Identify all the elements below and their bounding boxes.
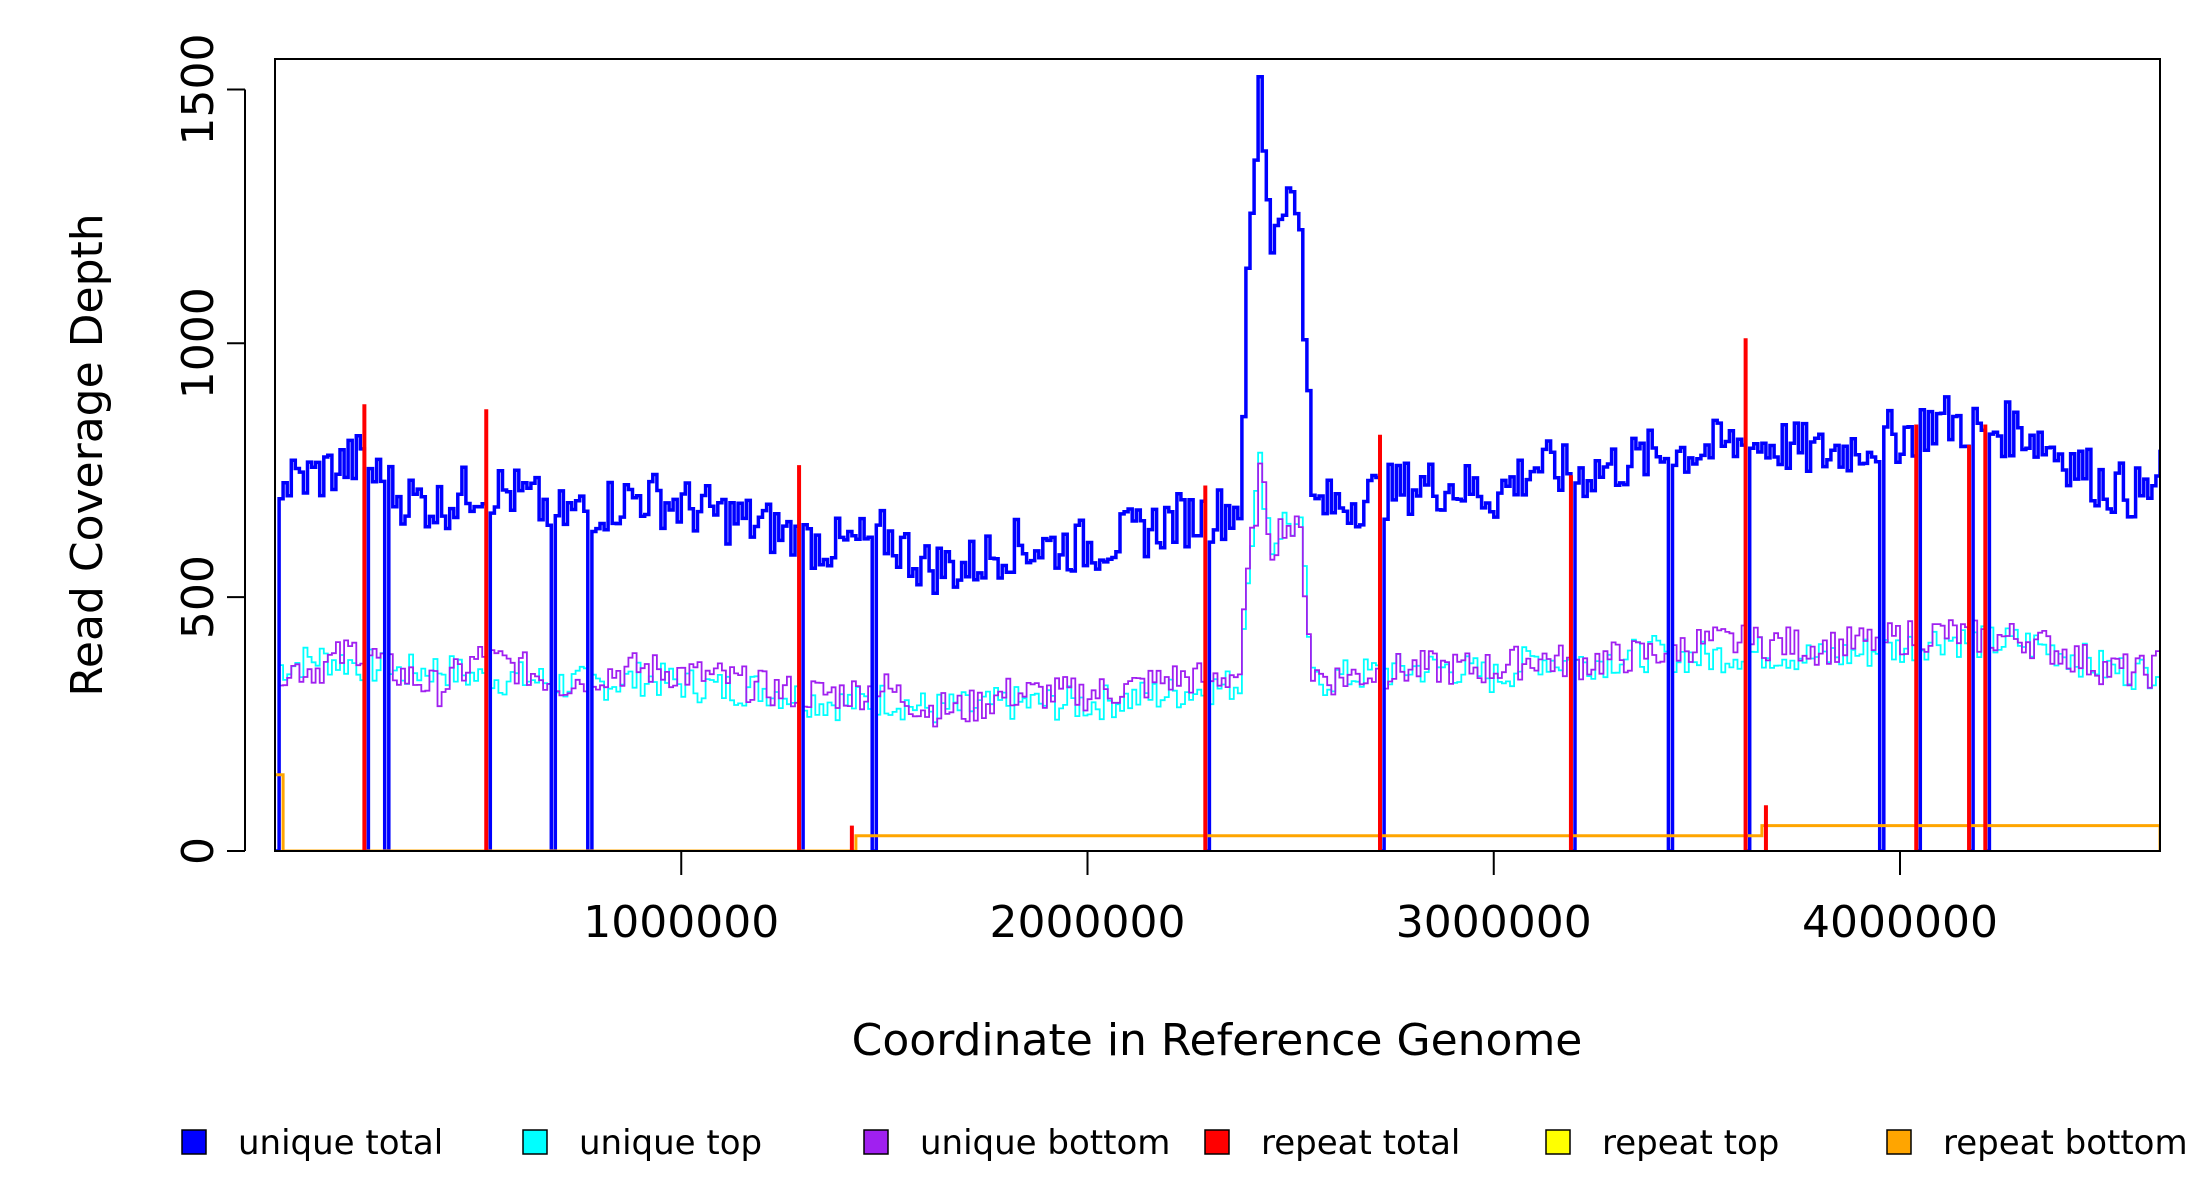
legend-entry-unique-total: unique total bbox=[181, 1123, 443, 1163]
legend-entry-repeat-top: repeat top bbox=[1545, 1123, 1779, 1163]
legend-swatch bbox=[1886, 1129, 1912, 1155]
y-tick-label: 500 bbox=[173, 555, 224, 639]
x-axis-title: Coordinate in Reference Genome bbox=[852, 1015, 1583, 1066]
series-repeat-bottom bbox=[275, 773, 2160, 851]
x-tick-label: 3000000 bbox=[1396, 897, 1592, 948]
series-line bbox=[275, 74, 2160, 851]
y-axis: 0 500 1000 1500 bbox=[173, 33, 246, 865]
legend-swatch bbox=[863, 1129, 889, 1155]
series-unique-bottom bbox=[275, 462, 2160, 851]
legend-swatch bbox=[181, 1129, 207, 1155]
legend-label: repeat top bbox=[1602, 1123, 1779, 1163]
y-axis-title: Read Coverage Depth bbox=[62, 213, 113, 696]
legend-entry-repeat-total: repeat total bbox=[1204, 1123, 1460, 1163]
legend-swatch bbox=[1204, 1129, 1230, 1155]
legend-entry-unique-bottom: unique bottom bbox=[863, 1123, 1170, 1163]
legend-label: unique bottom bbox=[920, 1123, 1170, 1163]
x-tick-label: 1000000 bbox=[583, 897, 779, 948]
series-repeat-total bbox=[362, 338, 1988, 851]
y-tick-label: 0 bbox=[173, 837, 224, 865]
x-axis: 1000000 2000000 3000000 4000000 bbox=[583, 850, 1998, 948]
legend-entry-unique-top: unique top bbox=[522, 1123, 762, 1163]
series-unique-total bbox=[275, 74, 2160, 851]
legend-label: repeat total bbox=[1261, 1123, 1460, 1163]
plot-frame bbox=[274, 58, 2161, 852]
y-tick-label: 1500 bbox=[173, 33, 224, 145]
legend-label: repeat bottom bbox=[1943, 1123, 2188, 1163]
plot-lines bbox=[275, 74, 2160, 851]
legend-entry-repeat-bottom: repeat bottom bbox=[1886, 1123, 2188, 1163]
y-tick-label: 1000 bbox=[173, 287, 224, 399]
series-line bbox=[275, 773, 2160, 851]
x-tick-label: 4000000 bbox=[1802, 897, 1998, 948]
legend-label: unique top bbox=[579, 1123, 762, 1163]
legend-swatch bbox=[522, 1129, 548, 1155]
legend: unique total unique top unique bottom repea… bbox=[181, 1123, 2188, 1163]
legend-swatch bbox=[1545, 1129, 1571, 1155]
x-tick-label: 2000000 bbox=[990, 897, 1186, 948]
legend-label: unique total bbox=[238, 1123, 443, 1163]
series-line bbox=[275, 462, 2160, 851]
